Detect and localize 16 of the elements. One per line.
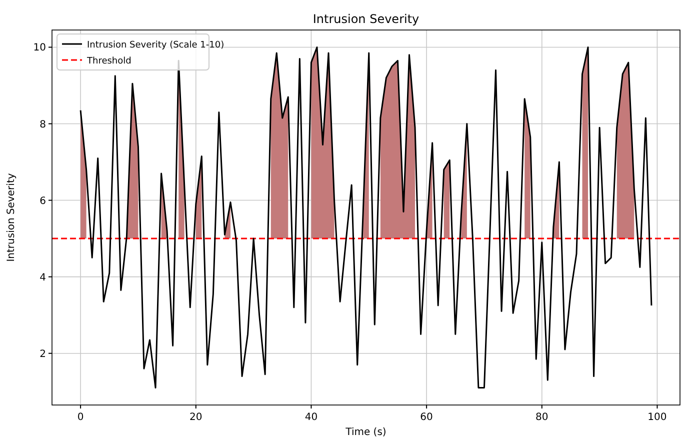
x-tick-label: 40 [304, 412, 318, 423]
x-axis-title: Time (s) [344, 427, 386, 438]
x-tick-label: 0 [77, 412, 84, 423]
y-tick-label: 2 [40, 348, 46, 360]
y-tick-label: 8 [40, 119, 46, 130]
legend-label: Intrusion Severity (Scale 1-10) [87, 40, 224, 50]
y-tick-label: 6 [40, 196, 46, 207]
x-tick-label: 60 [420, 412, 433, 423]
y-tick-label: 10 [33, 42, 46, 54]
y-tick-label: 4 [40, 272, 46, 284]
y-axis-title: Intrusion Severity [6, 173, 17, 262]
legend-label: Threshold [86, 56, 132, 66]
x-tick-label: 20 [190, 412, 202, 423]
x-tick-label: 80 [536, 412, 548, 423]
chart-title: Intrusion Severity [312, 12, 420, 26]
x-tick-label: 100 [648, 412, 667, 423]
